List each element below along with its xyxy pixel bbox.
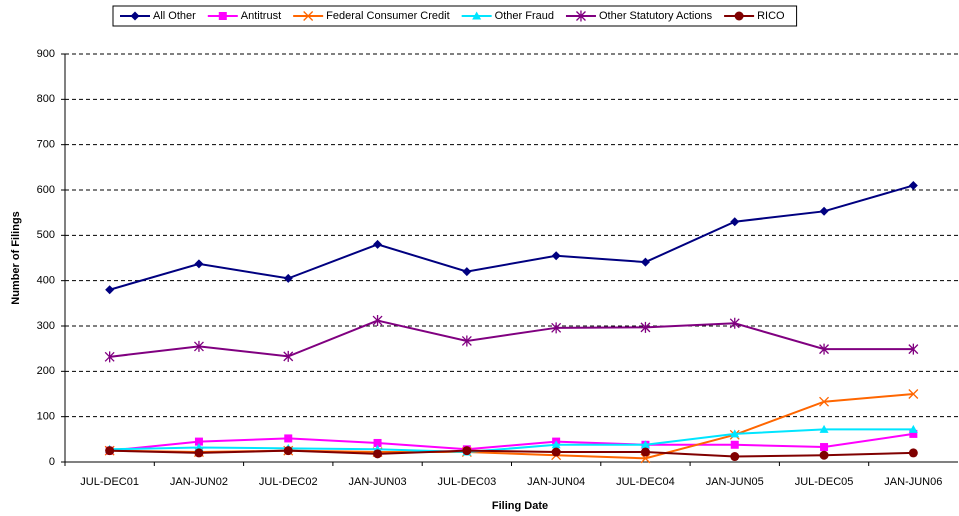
marker: [640, 257, 650, 267]
x-tick-label: JAN-JUN06: [884, 476, 942, 488]
y-tick-label: 600: [37, 184, 55, 196]
y-tick-label: 100: [37, 411, 55, 423]
marker: [640, 447, 650, 457]
x-tick-label: JUL-DEC05: [795, 476, 854, 488]
marker: [819, 206, 829, 216]
marker: [819, 396, 830, 407]
x-tick-label: JAN-JUN04: [527, 476, 585, 488]
y-tick-label: 300: [37, 320, 55, 332]
legend-label: Other Statutory Actions: [599, 10, 713, 22]
marker: [640, 321, 651, 333]
marker: [372, 315, 383, 327]
x-tick-label: JUL-DEC04: [616, 476, 675, 488]
marker: [193, 340, 204, 352]
legend-label: Other Fraud: [495, 10, 554, 22]
marker: [551, 251, 561, 261]
marker: [105, 446, 115, 456]
marker: [730, 429, 740, 438]
y-axis-label: Number of Filings: [10, 211, 22, 305]
series-line: [109, 184, 914, 291]
marker: [551, 447, 561, 457]
marker: [908, 343, 919, 355]
marker: [194, 442, 204, 451]
marker: [105, 285, 115, 295]
marker: [819, 424, 829, 433]
marker: [373, 449, 383, 459]
x-axis-label: Filing Date: [492, 500, 548, 512]
y-tick-label: 500: [37, 229, 55, 241]
marker: [908, 180, 918, 190]
marker: [819, 343, 830, 355]
marker: [551, 322, 562, 334]
marker: [283, 446, 293, 456]
marker: [284, 434, 293, 443]
marker: [462, 446, 472, 456]
marker: [730, 440, 739, 449]
series-line: [109, 319, 914, 358]
marker: [908, 448, 918, 458]
y-tick-label: 900: [37, 48, 55, 60]
series-line: [109, 432, 914, 452]
marker: [194, 448, 204, 458]
marker: [194, 259, 204, 269]
marker: [820, 443, 829, 452]
marker: [576, 10, 586, 22]
marker: [640, 440, 650, 449]
x-tick-label: JAN-JUN05: [706, 476, 764, 488]
legend-label: All Other: [153, 10, 196, 22]
marker: [283, 273, 293, 283]
marker: [734, 11, 744, 21]
legend-box: [112, 5, 798, 27]
marker: [819, 450, 829, 460]
marker: [104, 351, 115, 363]
y-tick-label: 800: [37, 93, 55, 105]
marker: [730, 452, 740, 462]
marker: [218, 12, 227, 20]
legend-label: Federal Consumer Credit: [326, 10, 450, 22]
marker: [303, 11, 314, 21]
marker: [461, 335, 472, 347]
marker: [730, 217, 740, 227]
x-tick-label: JUL-DEC03: [438, 476, 497, 488]
marker: [908, 389, 919, 399]
x-tick-label: JAN-JUN03: [349, 476, 407, 488]
y-tick-label: 400: [37, 275, 55, 287]
x-tick-label: JAN-JUN02: [170, 476, 228, 488]
marker: [373, 239, 383, 249]
marker: [472, 11, 482, 20]
series-line: [109, 428, 914, 454]
legend-label: Antitrust: [241, 10, 281, 22]
marker: [283, 350, 294, 362]
x-tick-label: JUL-DEC01: [80, 476, 139, 488]
marker: [194, 437, 203, 446]
legend-label: RICO: [757, 10, 785, 22]
marker: [462, 267, 472, 277]
marker: [551, 440, 561, 449]
marker: [729, 317, 740, 329]
marker: [373, 438, 382, 447]
series-line: [109, 449, 914, 458]
y-tick-label: 700: [37, 139, 55, 151]
marker: [909, 429, 918, 438]
x-tick-label: JUL-DEC02: [259, 476, 318, 488]
marker: [908, 424, 918, 433]
y-tick-label: 200: [37, 365, 55, 377]
y-tick-label: 0: [49, 456, 55, 468]
marker: [130, 11, 140, 21]
